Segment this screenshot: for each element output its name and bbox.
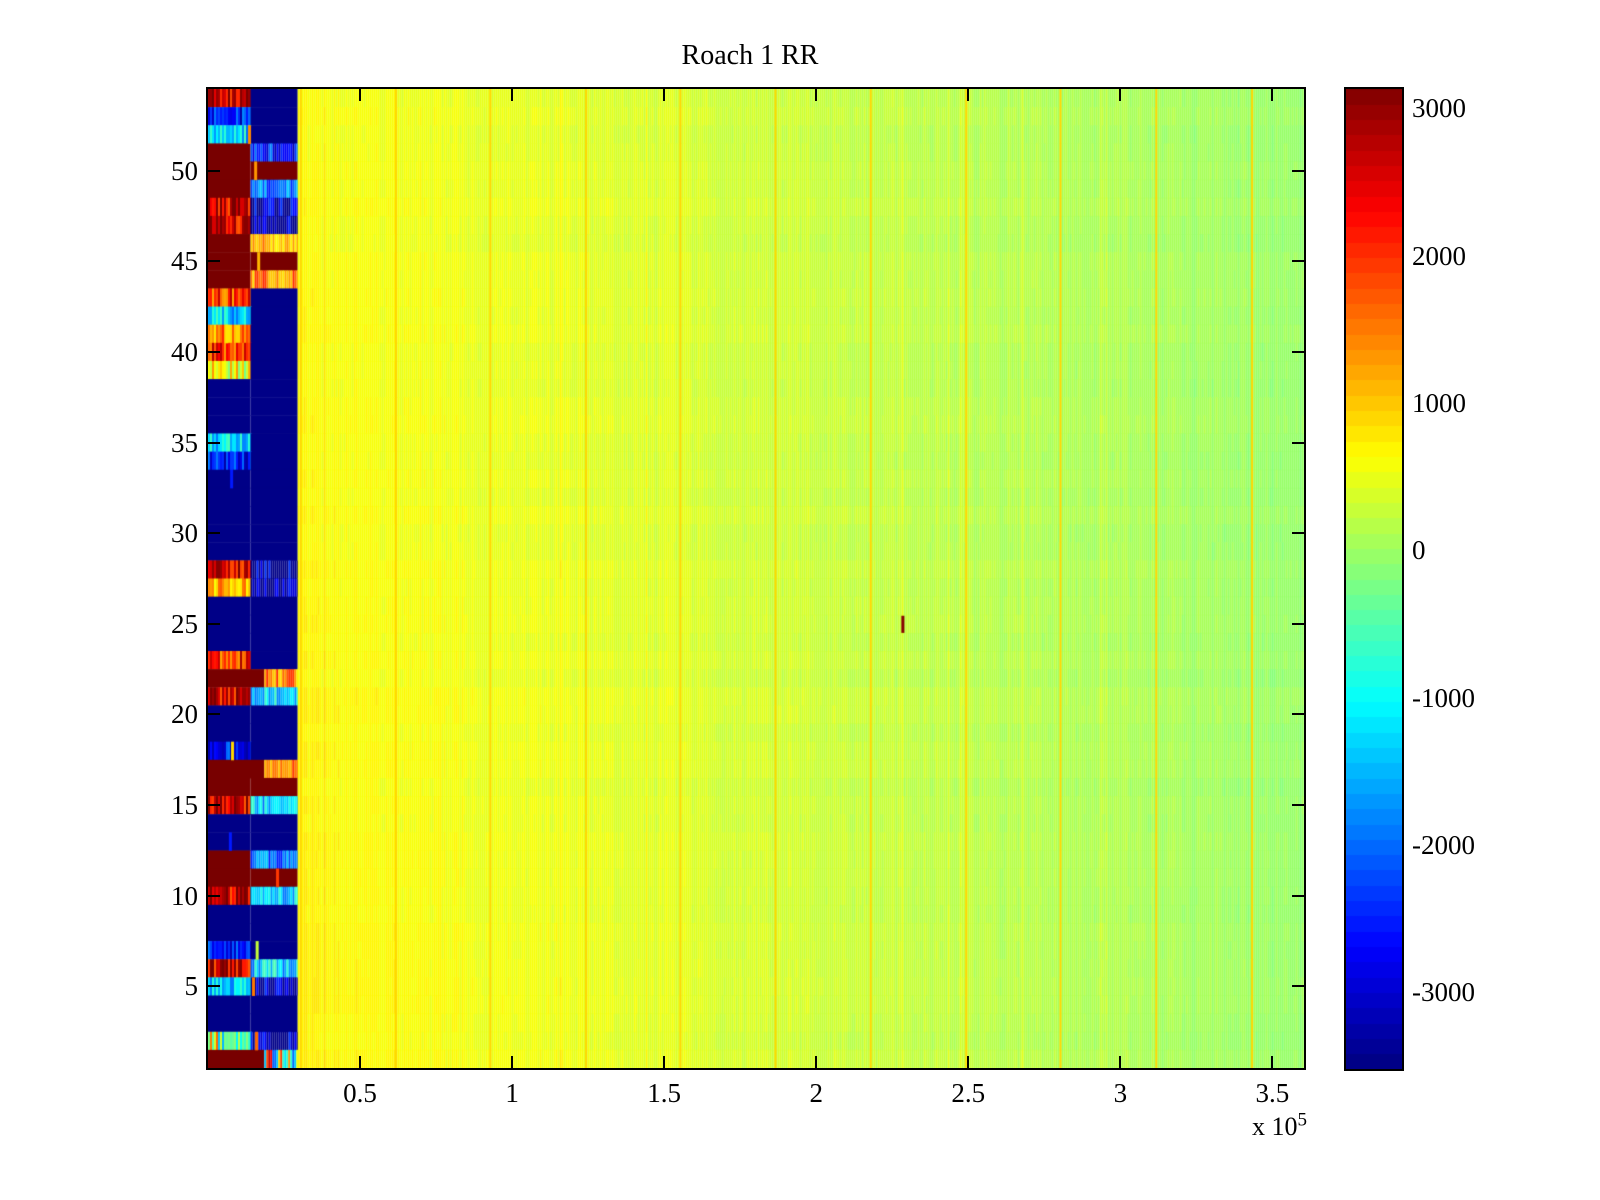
- y-tick-label: 15: [171, 790, 198, 821]
- x-tick-label: 3: [1113, 1078, 1128, 1108]
- colorbar-tick-label: 0: [1412, 535, 1426, 566]
- y-axis-right-tick: [1292, 804, 1304, 807]
- colorbar-tick-label: 2000: [1412, 240, 1466, 271]
- y-tick-label: 20: [171, 699, 198, 730]
- y-axis-right-tick: [1292, 350, 1304, 353]
- colorbar-canvas: [1346, 89, 1402, 1069]
- x-axis-tick: [815, 1056, 818, 1068]
- x-axis-tick: [1119, 1056, 1122, 1068]
- x-axis-tick: [663, 1056, 666, 1068]
- y-axis-tick: [208, 804, 220, 807]
- y-tick-label: 30: [171, 518, 198, 549]
- colorbar-tick-label: -2000: [1412, 830, 1475, 860]
- y-axis-tick: [208, 260, 220, 263]
- x-tick-label: 1: [505, 1078, 519, 1108]
- x-axis-top-tick: [967, 89, 970, 101]
- y-axis-right-tick: [1292, 713, 1304, 716]
- y-axis-tick: [208, 985, 220, 988]
- y-tick-label: 10: [171, 880, 198, 911]
- y-tick-label: 40: [171, 336, 198, 367]
- x-tick-label: 2: [809, 1078, 823, 1108]
- y-axis-tick: [208, 532, 220, 535]
- x-axis-multiplier-base: x 10: [1252, 1112, 1298, 1141]
- plot-frame: [206, 87, 1306, 1070]
- x-axis-multiplier-exponent: 5: [1297, 1109, 1308, 1131]
- y-axis-right-tick: [1292, 532, 1304, 535]
- y-axis-right-tick: [1292, 985, 1304, 988]
- x-tick-label: 3.5: [1255, 1078, 1290, 1108]
- x-axis-tick: [359, 1056, 362, 1068]
- colorbar-tick-label: -1000: [1412, 682, 1475, 713]
- x-axis-tick: [1271, 1056, 1274, 1068]
- colorbar-tick-label: -3000: [1412, 977, 1475, 1008]
- colorbar-tick-label: 1000: [1412, 387, 1466, 418]
- y-tick-label: 25: [171, 608, 198, 639]
- x-axis-top-tick: [1119, 89, 1122, 101]
- heatmap-canvas: [208, 89, 1304, 1068]
- y-axis-tick: [208, 894, 220, 897]
- y-tick-label: 45: [171, 246, 198, 277]
- y-axis-tick: [208, 622, 220, 625]
- y-tick-label: 50: [171, 155, 198, 186]
- y-axis-tick: [208, 350, 220, 353]
- y-tick-label: 35: [171, 427, 198, 458]
- x-axis-top-tick: [815, 89, 818, 101]
- y-axis-right-tick: [1292, 260, 1304, 263]
- x-axis-tick: [967, 1056, 970, 1068]
- x-tick-label: 2.5: [951, 1078, 986, 1108]
- y-axis-tick: [208, 713, 220, 716]
- x-tick-label: 0.5: [343, 1078, 377, 1108]
- y-axis-tick: [208, 441, 220, 444]
- y-axis-right-tick: [1292, 169, 1304, 172]
- y-axis-right-tick: [1292, 441, 1304, 444]
- chart-title: Roach 1 RR: [681, 40, 819, 71]
- y-axis-tick: [208, 169, 220, 172]
- x-axis-top-tick: [511, 89, 514, 101]
- y-axis-right-tick: [1292, 894, 1304, 897]
- x-tick-label: 1.5: [647, 1078, 682, 1108]
- x-axis-top-tick: [1271, 89, 1274, 101]
- x-axis-top-tick: [663, 89, 666, 101]
- x-axis-tick: [511, 1056, 514, 1068]
- x-axis-multiplier: x 105: [1167, 1109, 1308, 1142]
- x-axis-top-tick: [359, 89, 362, 101]
- y-axis-right-tick: [1292, 622, 1304, 625]
- colorbar-frame: [1344, 87, 1404, 1071]
- colorbar-tick-label: 3000: [1412, 93, 1466, 124]
- y-tick-label: 5: [184, 971, 199, 1002]
